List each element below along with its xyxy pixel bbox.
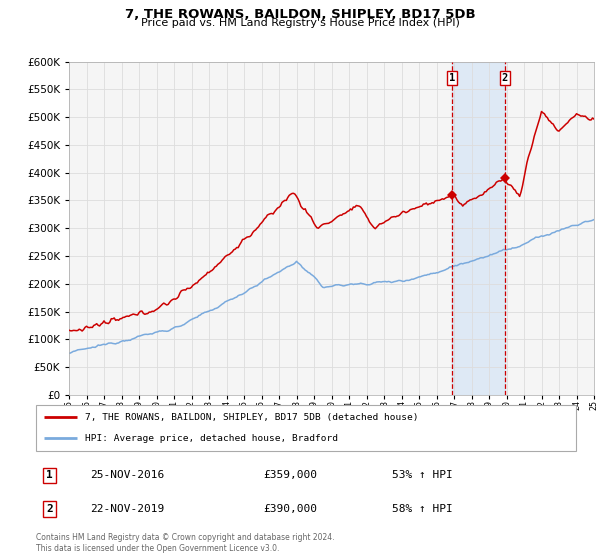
Text: 2: 2 — [46, 504, 53, 514]
Text: 22-NOV-2019: 22-NOV-2019 — [90, 504, 164, 514]
Text: Price paid vs. HM Land Registry's House Price Index (HPI): Price paid vs. HM Land Registry's House … — [140, 18, 460, 28]
Text: £359,000: £359,000 — [263, 470, 317, 480]
Text: Contains HM Land Registry data © Crown copyright and database right 2024.
This d: Contains HM Land Registry data © Crown c… — [36, 533, 335, 553]
Text: 1: 1 — [46, 470, 53, 480]
Text: 7, THE ROWANS, BAILDON, SHIPLEY, BD17 5DB (detached house): 7, THE ROWANS, BAILDON, SHIPLEY, BD17 5D… — [85, 413, 418, 422]
Text: 53% ↑ HPI: 53% ↑ HPI — [392, 470, 453, 480]
Bar — [452, 62, 505, 395]
Text: 7, THE ROWANS, BAILDON, SHIPLEY, BD17 5DB: 7, THE ROWANS, BAILDON, SHIPLEY, BD17 5D… — [125, 8, 475, 21]
Text: 25-NOV-2016: 25-NOV-2016 — [90, 470, 164, 480]
Text: 58% ↑ HPI: 58% ↑ HPI — [392, 504, 453, 514]
Text: £390,000: £390,000 — [263, 504, 317, 514]
Text: HPI: Average price, detached house, Bradford: HPI: Average price, detached house, Brad… — [85, 434, 338, 443]
FancyBboxPatch shape — [36, 405, 576, 451]
Text: 1: 1 — [449, 73, 455, 83]
Text: 2: 2 — [502, 73, 508, 83]
